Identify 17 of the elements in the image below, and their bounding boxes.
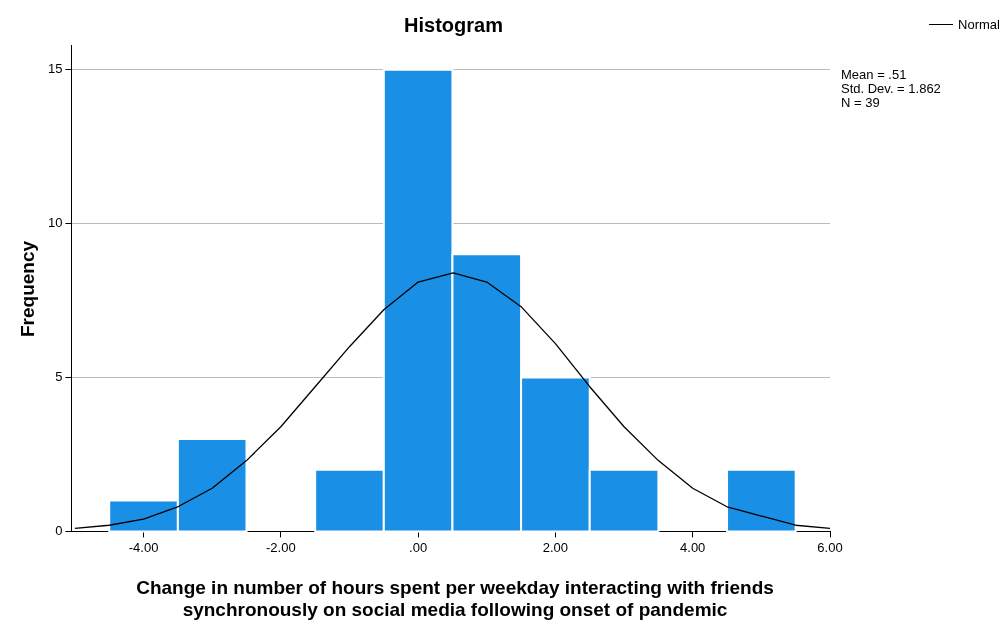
y-tick-label: 0 [55, 522, 63, 538]
x-tick-label: -4.00 [128, 539, 159, 555]
x-tick-label: 2.00 [542, 539, 569, 555]
y-tick-label: 15 [47, 61, 63, 77]
text: Mean = .51 [841, 67, 908, 82]
legend-label: Normal [958, 17, 1000, 32]
text: N = 39 [841, 95, 881, 110]
x-tick-label: 6.00 [817, 539, 843, 555]
x-tick-label: -2.00 [266, 539, 296, 555]
x-axis-title: Change in number of hours spent per weekday interacting with friends synchronously on social media following onset of pandemic [135, 577, 775, 621]
text: Std. Dev. = 1.862 [841, 81, 941, 96]
chart-title: Histogram [403, 14, 504, 37]
y-tick-label: 10 [47, 215, 63, 231]
y-axis-title: Frequency [17, 239, 39, 339]
x-tick-label: 4.00 [680, 539, 706, 555]
y-tick-label: 5 [55, 369, 63, 385]
x-tick-label: .00 [409, 539, 428, 555]
